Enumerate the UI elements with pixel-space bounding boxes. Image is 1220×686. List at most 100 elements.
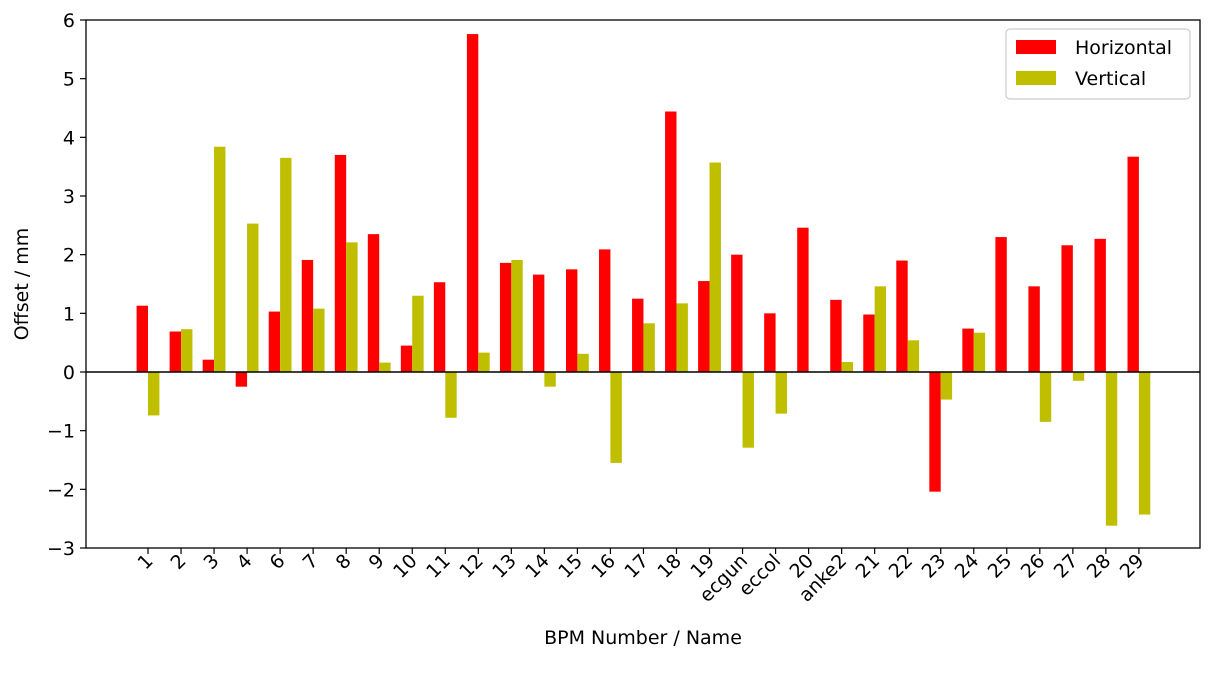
- bar-horizontal-6: [268, 311, 281, 372]
- bar-vertical-2: [181, 329, 193, 372]
- bar-vertical-eccol: [775, 372, 787, 414]
- bar-vertical-23: [940, 372, 953, 400]
- bar-horizontal-eccol: [764, 313, 776, 372]
- bar-vertical-7: [313, 308, 325, 372]
- bar-vertical-9: [379, 362, 391, 372]
- legend: Horizontal Vertical: [1005, 28, 1191, 100]
- x-tick-label: 29: [1116, 550, 1149, 583]
- bar-horizontal-14: [532, 274, 545, 372]
- x-tick-label: 22: [885, 550, 918, 583]
- y-tick-label: −3: [47, 538, 75, 560]
- y-axis-label: Offset / mm: [11, 228, 33, 341]
- bar-horizontal-8: [334, 154, 347, 372]
- bar-vertical-19: [709, 162, 721, 372]
- bar-horizontal-7: [301, 259, 314, 372]
- bar-vertical-6: [280, 157, 292, 372]
- x-tick-label: 26: [1017, 550, 1050, 583]
- bar-vertical-3: [214, 146, 226, 372]
- bar-horizontal-4: [235, 372, 248, 387]
- y-tick-label: 3: [63, 186, 75, 208]
- bar-horizontal-29: [1127, 156, 1139, 372]
- x-tick-label: 8: [332, 550, 356, 574]
- x-tick-label: 11: [422, 550, 455, 583]
- bar-vertical-ecgun: [742, 372, 754, 448]
- bar-vertical-18: [676, 303, 688, 372]
- bar-horizontal-20: [797, 227, 809, 372]
- bar-vertical-16: [610, 372, 622, 463]
- legend-swatch-horizontal: [1016, 40, 1056, 54]
- x-tick-label: 28: [1083, 550, 1116, 583]
- bar-horizontal-15: [565, 269, 578, 372]
- bar-horizontal-anke2: [830, 299, 842, 372]
- bar-vertical-17: [643, 323, 655, 372]
- x-tick-label: 24: [951, 550, 984, 583]
- x-tick-label: 10: [389, 550, 422, 583]
- bar-vertical-21: [874, 286, 887, 372]
- y-tick-label: −2: [47, 479, 75, 501]
- bar-horizontal-24: [962, 328, 974, 372]
- bar-horizontal-25: [995, 237, 1007, 372]
- x-tick-label: 1: [133, 550, 157, 574]
- bar-horizontal-12: [466, 34, 479, 372]
- bar-vertical-22: [907, 340, 920, 372]
- bar-vertical-anke2: [841, 362, 854, 372]
- y-axis: −3 −2 −1 0 1 2 3 4 5 6: [47, 10, 86, 560]
- y-tick-label: 4: [63, 127, 75, 149]
- x-axis-label: BPM Number / Name: [544, 627, 742, 649]
- bar-vertical-14: [544, 372, 556, 387]
- bar-horizontal-18: [665, 111, 677, 373]
- bar-vertical-29: [1138, 372, 1151, 515]
- x-tick-label: 16: [587, 550, 620, 583]
- bar-vertical-4: [247, 223, 259, 372]
- bar-vertical-13: [511, 259, 523, 372]
- y-tick-label: 1: [63, 303, 75, 325]
- y-tick-label: 2: [63, 245, 75, 267]
- bar-vertical-28: [1105, 372, 1118, 526]
- bar-horizontal-26: [1028, 286, 1040, 372]
- x-tick-label: 2: [166, 550, 190, 574]
- bar-vertical-27: [1072, 372, 1085, 381]
- bar-horizontal-2: [169, 331, 182, 372]
- bar-horizontal-23: [929, 372, 941, 492]
- legend-label-vertical: Vertical: [1075, 68, 1146, 90]
- bar-horizontal-3: [202, 359, 215, 372]
- bar-horizontal-28: [1094, 238, 1106, 372]
- x-tick-label: 17: [620, 550, 653, 583]
- bar-horizontal-22: [896, 260, 908, 372]
- bar-horizontal-27: [1061, 245, 1073, 372]
- legend-swatch-vertical: [1016, 71, 1056, 85]
- x-tick-label: 6: [266, 550, 290, 574]
- x-tick-label: 21: [852, 550, 885, 583]
- x-tick-label: 7: [299, 550, 323, 574]
- bar-vertical-12: [478, 352, 490, 372]
- bar-horizontal-17: [632, 298, 644, 372]
- x-tick-label: 18: [653, 550, 686, 583]
- legend-label-horizontal: Horizontal: [1075, 37, 1172, 59]
- y-tick-label: 6: [63, 10, 75, 32]
- y-tick-label: 5: [63, 69, 75, 91]
- x-tick-label: 14: [521, 550, 554, 583]
- bar-vertical-1: [148, 372, 160, 416]
- x-tick-label: 3: [199, 550, 223, 574]
- bar-vertical-8: [346, 242, 358, 372]
- bar-horizontal-13: [499, 262, 512, 372]
- bar-horizontal-19: [698, 281, 710, 372]
- x-tick-label: 9: [365, 550, 389, 574]
- y-tick-label: −1: [47, 421, 75, 443]
- bar-horizontal-10: [400, 345, 413, 372]
- bar-horizontal-1: [136, 305, 148, 372]
- x-tick-label: 12: [455, 550, 488, 583]
- bar-horizontal-11: [433, 282, 446, 372]
- bar-vertical-11: [445, 372, 457, 418]
- bar-horizontal-ecgun: [731, 254, 743, 372]
- bar-vertical-15: [577, 353, 589, 372]
- bar-horizontal-16: [599, 249, 611, 372]
- x-tick-label: 15: [554, 550, 587, 583]
- bar-horizontal-9: [367, 234, 380, 372]
- x-tick-label: 4: [233, 550, 257, 574]
- x-tick-label: 13: [488, 550, 521, 583]
- bar-vertical-24: [973, 332, 986, 372]
- y-tick-label: 0: [63, 362, 75, 384]
